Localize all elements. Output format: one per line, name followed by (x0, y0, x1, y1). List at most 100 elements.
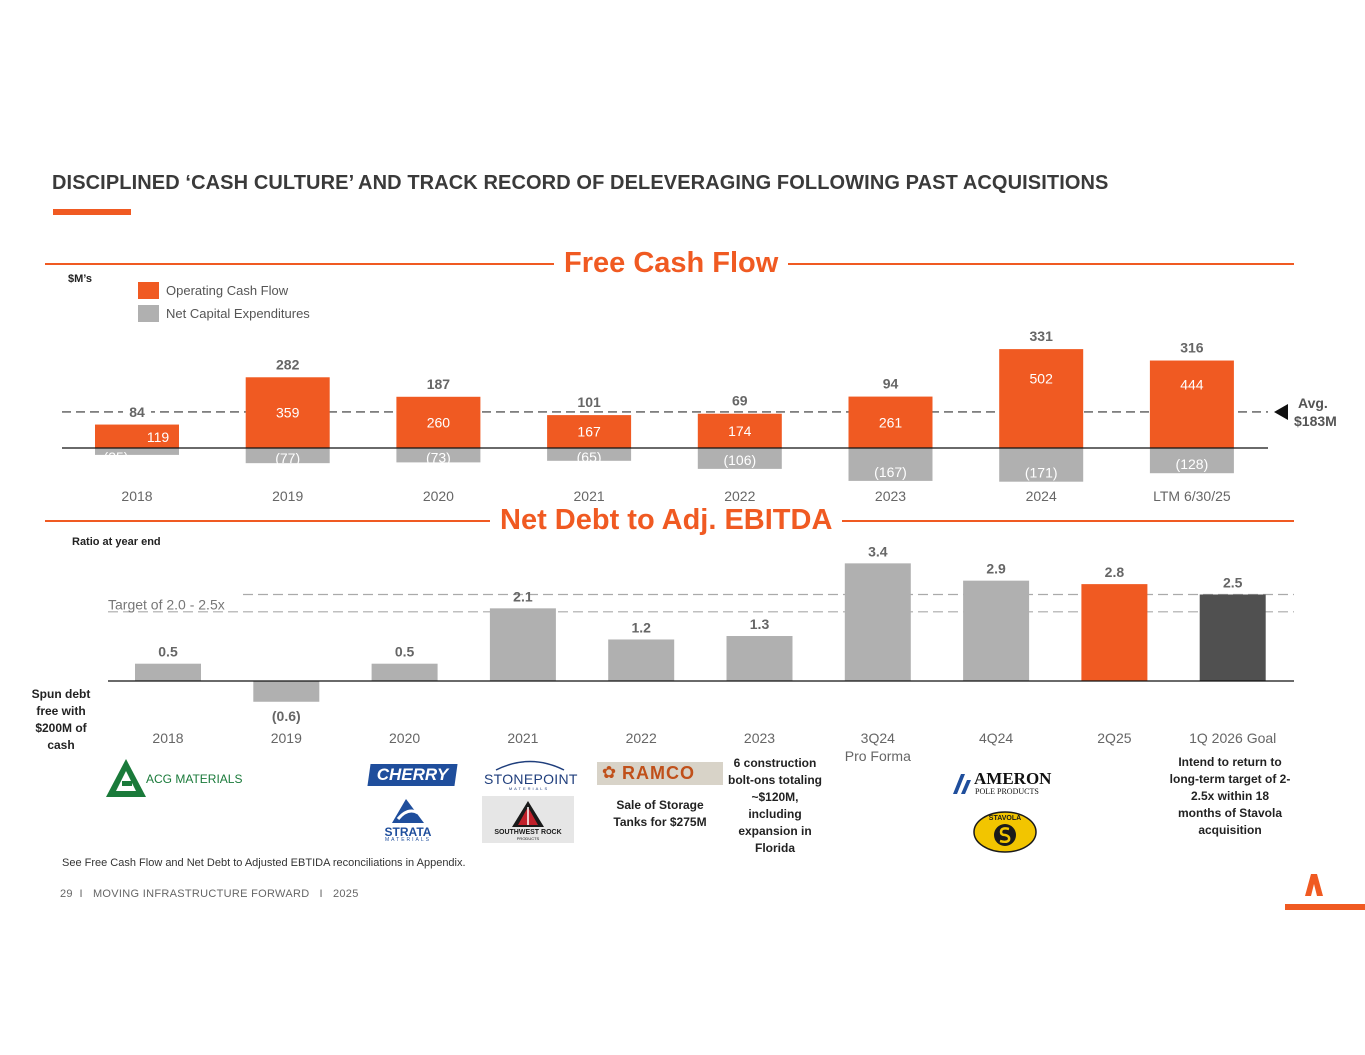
ocf-value-label: 444 (1180, 376, 1204, 392)
legend-label-ocf: Operating Cash Flow (166, 283, 289, 298)
southwest-rock-logo-text: SOUTHWEST ROCK (494, 829, 562, 836)
fcf-category-label: 2021 (574, 488, 605, 504)
note-goal: Intend to return to long-term target of … (1169, 755, 1291, 837)
ocf-bar (999, 349, 1084, 448)
ocf-value-label: 167 (577, 424, 601, 440)
leverage-value-label: 0.5 (395, 644, 415, 660)
fcf-label-backdrop (123, 403, 151, 420)
legend-swatch-ocf (138, 282, 159, 299)
leverage-category-label: 2021 (507, 730, 538, 746)
ocf-bar (697, 413, 782, 448)
leverage-chart: Target of 2.0 - 2.5x 0.5 2018 (0.6) 2019 0.5 2… (106, 543, 1294, 764)
ocf-value-label: 119 (147, 429, 170, 445)
fcf-category-label: 2018 (121, 488, 152, 504)
capex-bar (547, 448, 632, 461)
fcf-value-label: 101 (577, 394, 601, 410)
ocf-bar (848, 396, 933, 448)
leverage-category-label: 2022 (626, 730, 657, 746)
target-label: Target of 2.0 - 2.5x (108, 597, 225, 613)
fcf-category-label: 2022 (724, 488, 755, 504)
ameron-logo-icon (953, 774, 971, 794)
leverage-bar (844, 563, 911, 681)
capex-value-label: (77) (275, 450, 300, 466)
avg-label: Avg. $183M (1294, 394, 1337, 430)
capex-value-label: (73) (426, 449, 451, 465)
ameron-logo-sub: POLE PRODUCTS (975, 787, 1039, 796)
capex-value-label: (167) (874, 464, 907, 480)
stonepoint-logo-sub: MATERIALS (508, 786, 550, 791)
ocf-value-label: 174 (728, 423, 752, 439)
cherry-logo-text: CHERRY (376, 765, 449, 784)
strata-logo-sub: MATERIALS (385, 837, 431, 843)
leverage-bar (726, 636, 793, 681)
leverage-value-label: 0.5 (158, 644, 178, 660)
ocf-value-label: 359 (276, 405, 300, 421)
capex-bar (396, 448, 481, 463)
fcf-chart: 119 (35) 84 2018 359 (77) 282 2019 260 (73) 187 202… (62, 328, 1288, 504)
capex-bar (848, 448, 933, 481)
ocf-bar (396, 396, 481, 448)
leverage-category-label: 4Q24 (979, 730, 1013, 746)
avg-label-line1: Avg. (1298, 395, 1328, 411)
ocf-bar (1149, 360, 1234, 448)
page-footer: 29 I MOVING INFRASTRUCTURE FORWARD I 202… (60, 888, 359, 900)
fcf-value-label: 282 (276, 356, 300, 372)
ocf-bar (547, 415, 632, 448)
leverage-category-label: 2023 (744, 730, 775, 746)
leverage-chart-title: Net Debt to Adj. EBITDA (490, 504, 843, 537)
fcf-category-label: 2024 (1026, 488, 1057, 504)
capex-value-label: (128) (1176, 456, 1209, 472)
leverage-category-sublabel: Pro Forma (845, 748, 911, 764)
fcf-category-label: 2023 (875, 488, 906, 504)
fcf-category-label: 2020 (423, 488, 454, 504)
capex-bar (95, 448, 179, 455)
stonepoint-logo-arc (495, 760, 565, 771)
fcf-value-label: 69 (732, 393, 748, 409)
fcf-value-label: 331 (1030, 328, 1054, 344)
fcf-chart-title: Free Cash Flow (554, 247, 789, 280)
fcf-units-label: $M’s (68, 273, 93, 285)
leverage-bar (135, 663, 201, 681)
capex-value-label: (106) (723, 452, 756, 468)
leverage-value-label: 1.2 (631, 619, 651, 635)
leverage-category-label: 2020 (389, 730, 420, 746)
leverage-units-label: Ratio at year end (72, 536, 161, 548)
ocf-value-label: 502 (1030, 371, 1054, 387)
leverage-bar (1081, 584, 1148, 681)
strata-logo-icon (392, 799, 424, 823)
ameron-logo-text: AMERON (974, 769, 1052, 788)
leverage-category-label: 2019 (271, 730, 302, 746)
page-title: DISCIPLINED ‘CASH CULTURE’ AND TRACK REC… (52, 172, 1109, 194)
legend-label-capex: Net Capital Expenditures (166, 306, 310, 321)
leverage-value-label: 2.1 (513, 588, 533, 604)
legend-swatch-capex (138, 305, 159, 322)
leverage-category-label: 2018 (152, 730, 183, 746)
target-label-backdrop (106, 582, 238, 605)
ramco-logo-icon: ✿ (601, 763, 617, 782)
capex-bar (697, 448, 782, 469)
leverage-bar (253, 681, 320, 702)
fcf-category-label: 2019 (272, 488, 303, 504)
brand-logo-icon (1285, 874, 1365, 910)
leverage-value-label: 2.8 (1105, 564, 1125, 580)
ocf-bar (95, 424, 179, 448)
leverage-bar (371, 663, 438, 681)
stavola-logo-icon (973, 811, 1037, 853)
leverage-bar (608, 639, 675, 681)
stavola-logo-text: STAVOLA (988, 815, 1022, 822)
southwest-rock-logo-sub: PRODUCTS (516, 836, 540, 841)
leverage-value-label: 1.3 (750, 616, 770, 632)
leverage-bar (1199, 594, 1266, 681)
ramco-logo-text: RAMCO (622, 763, 695, 783)
fcf-value-label: 316 (1180, 340, 1204, 356)
leverage-category-label: 2Q25 (1097, 730, 1131, 746)
capex-bar (1149, 448, 1234, 474)
ocf-value-label: 260 (427, 414, 451, 430)
acg-logo-text: ACG MATERIALS (146, 772, 243, 786)
capex-value-label: (171) (1025, 465, 1058, 481)
acg-logo-icon (106, 759, 146, 797)
capex-bar (999, 448, 1084, 482)
avg-marker-icon (1274, 403, 1288, 420)
ramco-logo (597, 762, 723, 785)
strata-logo-text: STRATA (384, 825, 432, 839)
